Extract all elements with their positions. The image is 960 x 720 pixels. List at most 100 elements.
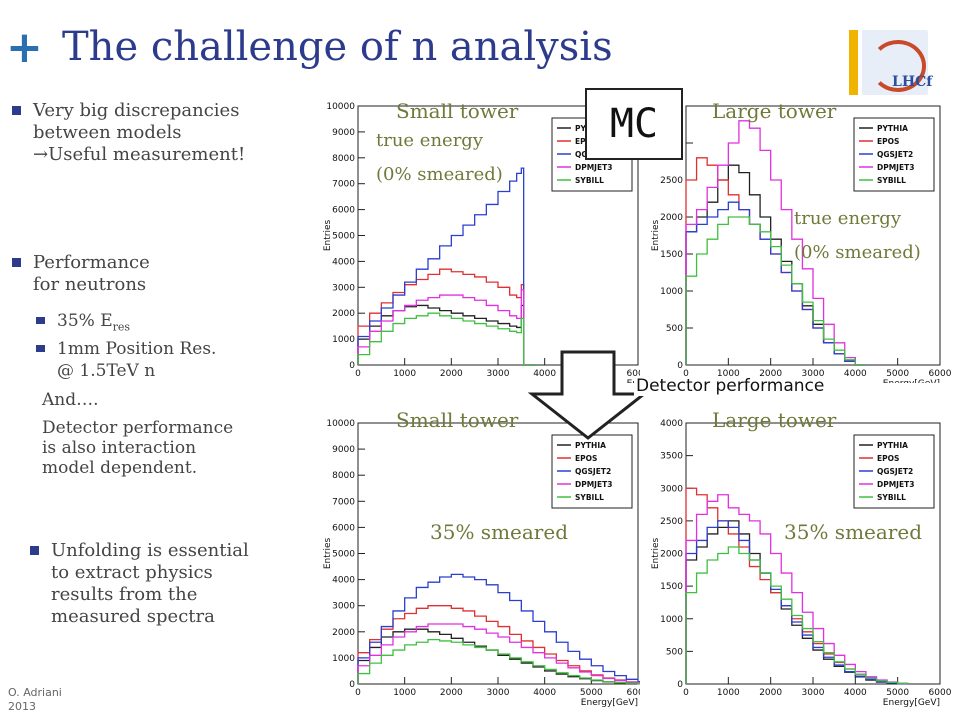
legend-entry: DPMJET3 bbox=[877, 163, 914, 172]
chart-title: Large tower bbox=[712, 99, 837, 123]
x-tick-label: 6000 bbox=[929, 688, 952, 698]
x-axis-label: En bbox=[627, 379, 638, 383]
x-axis-label: Energy[GeV] bbox=[883, 379, 940, 383]
footer-year: 2013 bbox=[8, 700, 36, 713]
y-tick-label: 0 bbox=[349, 361, 355, 371]
x-tick-label: 4000 bbox=[844, 369, 867, 379]
x-tick-label: 4000 bbox=[533, 688, 556, 698]
x-axis-label: Energy[GeV] bbox=[883, 698, 940, 708]
chart-annotation: 35% smeared bbox=[430, 520, 568, 544]
y-tick-label: 2000 bbox=[660, 550, 683, 560]
sub-bullet-square-icon bbox=[36, 317, 45, 324]
chart-annotation: true energy bbox=[376, 130, 484, 151]
chart-annotation: 35% smeared bbox=[784, 520, 922, 544]
bullet-square-icon bbox=[12, 106, 21, 115]
y-axis-label: Entries bbox=[323, 220, 333, 252]
x-tick-label: 6000 bbox=[627, 369, 640, 379]
y-tick-label: 4000 bbox=[332, 257, 355, 267]
y-tick-label: 2500 bbox=[660, 176, 683, 186]
bullet-square-icon bbox=[12, 258, 21, 267]
eres-subscript: res bbox=[112, 320, 131, 334]
y-axis-label: Entries bbox=[323, 538, 333, 570]
x-tick-label: 1000 bbox=[393, 688, 416, 698]
legend-entry: EPOS bbox=[877, 454, 899, 463]
x-tick-label: 0 bbox=[355, 688, 361, 698]
bullet-line: Very big discrepancies bbox=[33, 100, 240, 121]
y-tick-label: 4000 bbox=[660, 419, 683, 429]
bullet-line: Performance bbox=[33, 252, 150, 273]
footer: O. Adriani 2013 bbox=[8, 686, 62, 714]
page-title: The challenge of n analysis bbox=[62, 24, 613, 70]
chart-small-tower-smeared: 0 1000 2000 3000 4000 5000 6000 7000 8000 9000 100… bbox=[323, 408, 640, 708]
x-tick-label: 3000 bbox=[487, 369, 510, 379]
y-tick-label: 7000 bbox=[332, 497, 355, 507]
legend-entry: PYTHIA bbox=[575, 441, 606, 450]
bullet-line: for neutrons bbox=[33, 274, 147, 295]
y-tick-label: 1500 bbox=[660, 250, 683, 260]
x-tick-label: 4000 bbox=[533, 369, 556, 379]
footer-author: O. Adriani bbox=[8, 686, 62, 699]
legend-entry: PYTHIA bbox=[877, 124, 908, 133]
sub-bullet-text: 35% Eres bbox=[57, 310, 130, 338]
y-tick-label: 0 bbox=[349, 680, 355, 690]
x-tick-label: 2000 bbox=[759, 688, 782, 698]
x-tick-label: 3000 bbox=[802, 369, 825, 379]
y-tick-label: 8000 bbox=[332, 154, 355, 164]
series-line-dpmjet3 bbox=[357, 623, 640, 684]
chart-large-tower-smeared: 0 500 1000 1500 2000 2500 3000 3500 4000 0 1000 200… bbox=[651, 408, 952, 708]
y-tick-label: 3500 bbox=[660, 452, 683, 462]
series-line-sybill bbox=[685, 546, 909, 684]
x-tick-label: 0 bbox=[683, 369, 689, 379]
y-tick-label: 0 bbox=[677, 361, 683, 371]
detector-performance-label: Detector performance bbox=[634, 376, 827, 396]
y-tick-label: 2000 bbox=[332, 309, 355, 319]
series-group bbox=[357, 573, 640, 685]
y-tick-label: 6000 bbox=[332, 523, 355, 533]
x-axis-label: Energy[GeV] bbox=[581, 698, 638, 708]
x-tick-label: 1000 bbox=[393, 369, 416, 379]
y-tick-label: 8000 bbox=[332, 471, 355, 481]
legend-entry: QGSJET2 bbox=[575, 467, 611, 476]
series-group bbox=[685, 120, 866, 366]
legend-entry: QGSJET2 bbox=[877, 150, 913, 159]
x-tick-label: 1000 bbox=[717, 688, 740, 698]
y-tick-label: 4000 bbox=[332, 576, 355, 586]
series-line-epos bbox=[357, 268, 538, 366]
note-line: Detector performance bbox=[42, 418, 234, 438]
sub-bullet-eres: 35% Eres bbox=[36, 310, 130, 338]
x-tick-label: 6000 bbox=[627, 688, 640, 698]
logo-ring-icon bbox=[870, 40, 926, 92]
y-tick-label: 9000 bbox=[332, 445, 355, 455]
plus-icon: + bbox=[6, 22, 43, 73]
x-tick-label: 5000 bbox=[886, 369, 909, 379]
legend-entry: EPOS bbox=[877, 137, 899, 146]
logo-mark-icon: LHCf bbox=[892, 74, 933, 90]
y-tick-label: 0 bbox=[677, 680, 683, 690]
y-axis-label: Entries bbox=[651, 538, 661, 570]
y-tick-label: 1000 bbox=[332, 335, 355, 345]
series-group bbox=[357, 167, 538, 366]
sub-bullet-square-icon bbox=[36, 345, 45, 352]
legend-entry: DPMJET3 bbox=[575, 480, 612, 489]
legend-entry: SYBILL bbox=[877, 493, 906, 502]
x-tick-label: 2000 bbox=[440, 688, 463, 698]
y-tick-label: 10000 bbox=[326, 419, 355, 429]
y-tick-label: 500 bbox=[666, 647, 683, 657]
y-tick-label: 500 bbox=[666, 324, 683, 334]
bullet-square-icon bbox=[30, 546, 39, 555]
y-tick-label: 5000 bbox=[332, 232, 355, 242]
series-line-qgsjet2 bbox=[357, 167, 538, 366]
x-tick-label: 3000 bbox=[802, 688, 825, 698]
y-tick-label: 2500 bbox=[660, 517, 683, 527]
bullet-line: between models bbox=[33, 122, 182, 143]
series-group bbox=[685, 487, 909, 685]
x-tick-label: 1000 bbox=[717, 369, 740, 379]
y-tick-label: 9000 bbox=[332, 128, 355, 138]
y-tick-label: 10000 bbox=[326, 102, 355, 112]
eres-text: 35% E bbox=[57, 311, 113, 331]
chart-annotation: (0% smeared) bbox=[376, 164, 503, 185]
x-tick-label: 0 bbox=[355, 369, 361, 379]
note-line: is also interaction bbox=[42, 438, 197, 458]
series-line-dpmjet3 bbox=[685, 120, 866, 366]
chart-annotation: (0% smeared) bbox=[794, 242, 921, 263]
